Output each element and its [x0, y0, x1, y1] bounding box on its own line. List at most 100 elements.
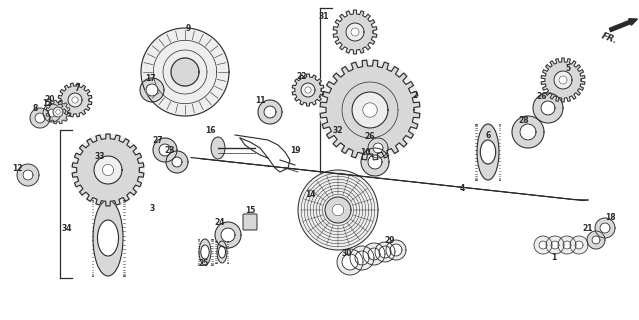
Polygon shape [305, 87, 311, 93]
Polygon shape [355, 251, 369, 265]
Text: 8: 8 [33, 103, 38, 113]
Polygon shape [592, 236, 600, 244]
Text: 14: 14 [305, 189, 315, 198]
Text: FR.: FR. [600, 31, 619, 45]
Polygon shape [141, 28, 229, 116]
Polygon shape [575, 241, 583, 249]
Polygon shape [541, 101, 555, 115]
FancyArrow shape [610, 19, 638, 32]
Polygon shape [102, 164, 114, 176]
Polygon shape [600, 223, 610, 233]
Text: 25: 25 [199, 259, 209, 268]
Polygon shape [333, 10, 377, 54]
Polygon shape [541, 58, 585, 102]
Text: 10: 10 [360, 148, 370, 156]
Text: 18: 18 [604, 212, 615, 221]
Polygon shape [570, 236, 588, 254]
Polygon shape [373, 143, 383, 153]
Polygon shape [320, 60, 420, 160]
Polygon shape [171, 58, 199, 86]
Text: 13: 13 [42, 99, 52, 108]
Text: 7: 7 [74, 84, 80, 92]
Text: 11: 11 [255, 95, 265, 105]
Polygon shape [166, 151, 188, 173]
Polygon shape [363, 243, 385, 265]
Text: 31: 31 [319, 12, 329, 20]
Text: 20: 20 [45, 94, 55, 103]
Polygon shape [554, 71, 572, 89]
Polygon shape [146, 84, 158, 96]
Ellipse shape [217, 241, 227, 263]
Polygon shape [559, 76, 567, 84]
Polygon shape [172, 157, 182, 167]
Polygon shape [551, 241, 559, 249]
Text: 6: 6 [486, 131, 491, 140]
Polygon shape [72, 134, 144, 206]
Polygon shape [43, 104, 61, 122]
Polygon shape [558, 236, 576, 254]
Polygon shape [368, 138, 388, 158]
Polygon shape [264, 106, 276, 118]
Polygon shape [352, 92, 388, 128]
Polygon shape [379, 246, 391, 258]
Polygon shape [221, 228, 235, 242]
Polygon shape [17, 164, 39, 186]
Text: 16: 16 [204, 125, 215, 134]
Ellipse shape [219, 246, 226, 258]
Text: 26: 26 [365, 132, 375, 140]
Text: 5: 5 [566, 63, 571, 73]
Text: 24: 24 [215, 218, 226, 227]
Polygon shape [350, 246, 374, 270]
Polygon shape [351, 28, 359, 36]
Polygon shape [368, 248, 380, 260]
Polygon shape [320, 60, 420, 160]
Text: 12: 12 [12, 164, 22, 172]
Ellipse shape [477, 124, 499, 180]
Polygon shape [46, 100, 70, 124]
Polygon shape [390, 244, 402, 256]
Polygon shape [35, 113, 45, 123]
Polygon shape [375, 242, 395, 262]
Text: 28: 28 [519, 116, 529, 124]
Polygon shape [563, 241, 571, 249]
Text: 30: 30 [342, 249, 352, 258]
Polygon shape [30, 108, 50, 128]
Polygon shape [298, 170, 378, 250]
Ellipse shape [201, 245, 209, 259]
Ellipse shape [481, 140, 496, 164]
Polygon shape [595, 218, 615, 238]
Polygon shape [533, 93, 563, 123]
Polygon shape [361, 148, 389, 176]
Polygon shape [53, 107, 63, 117]
Polygon shape [520, 124, 536, 140]
Ellipse shape [211, 137, 225, 159]
Polygon shape [72, 97, 78, 103]
Text: 19: 19 [289, 146, 300, 155]
Polygon shape [140, 78, 164, 102]
Polygon shape [539, 241, 547, 249]
Polygon shape [325, 197, 351, 223]
Polygon shape [332, 204, 344, 216]
Text: 32: 32 [333, 125, 343, 134]
Polygon shape [386, 240, 406, 260]
Ellipse shape [199, 239, 211, 265]
Text: 3: 3 [150, 204, 155, 212]
Polygon shape [363, 103, 377, 117]
Text: 27: 27 [153, 135, 164, 145]
Polygon shape [342, 254, 358, 270]
Ellipse shape [93, 200, 123, 276]
Text: 1: 1 [551, 253, 557, 262]
Text: 17: 17 [144, 74, 155, 83]
Text: 9: 9 [185, 23, 190, 33]
Ellipse shape [98, 220, 118, 256]
Polygon shape [346, 23, 364, 41]
Polygon shape [56, 110, 60, 114]
Polygon shape [301, 83, 315, 97]
Text: 34: 34 [62, 223, 72, 233]
Polygon shape [368, 155, 382, 169]
Polygon shape [153, 138, 177, 162]
Polygon shape [48, 109, 56, 117]
Text: 26: 26 [537, 92, 547, 100]
Polygon shape [72, 134, 144, 206]
Text: 2: 2 [412, 91, 418, 100]
